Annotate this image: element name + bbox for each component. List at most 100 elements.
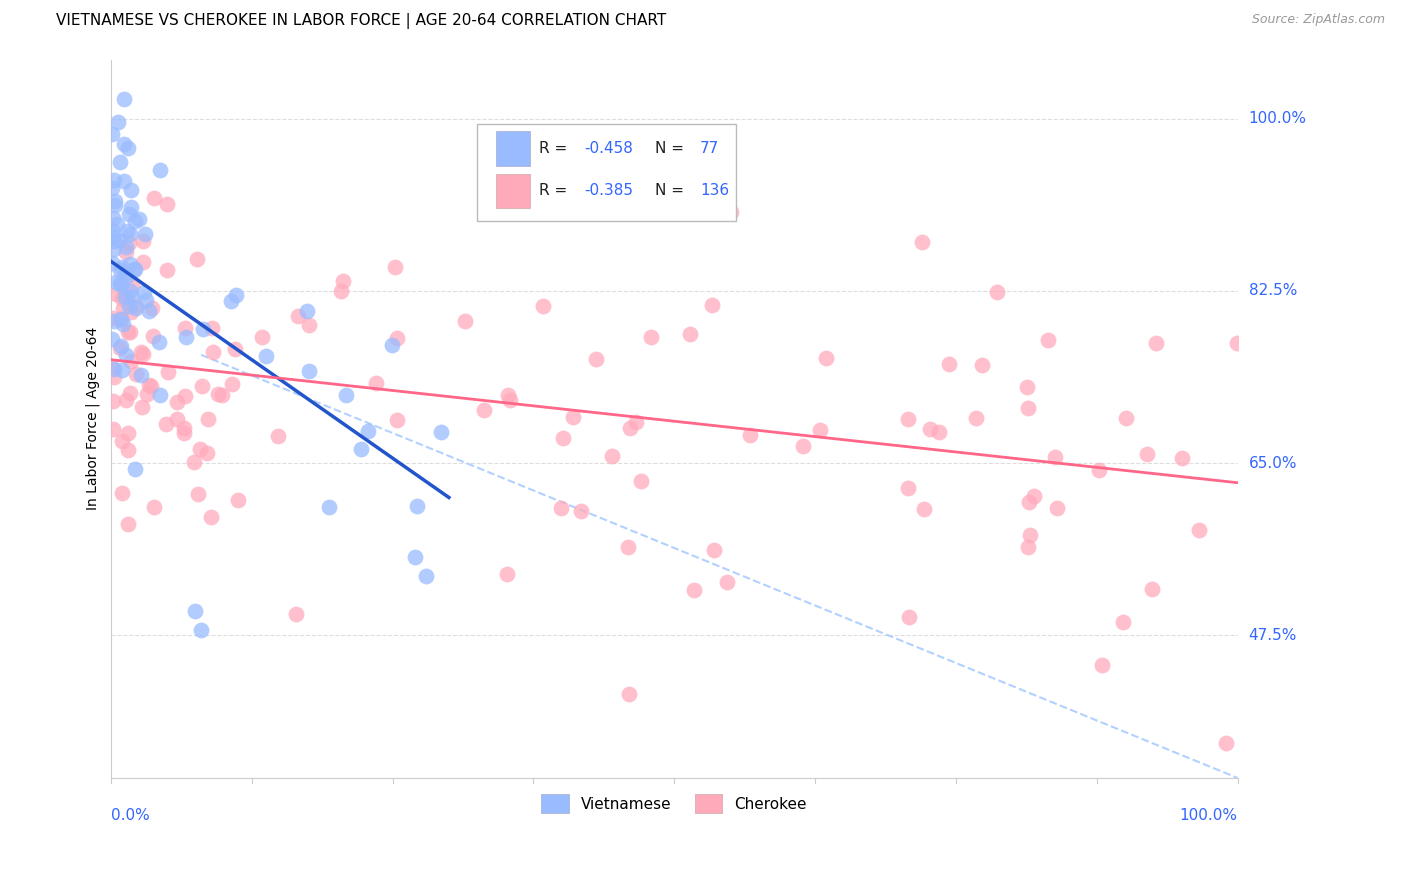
Point xyxy=(381,338,404,352)
Point xyxy=(703,543,725,558)
Point xyxy=(700,298,723,312)
Point xyxy=(1188,523,1211,537)
Point xyxy=(103,235,125,249)
Point xyxy=(494,156,516,170)
Point xyxy=(174,330,197,344)
Point xyxy=(550,500,572,515)
Point xyxy=(562,409,585,424)
Point xyxy=(1017,380,1039,394)
Point xyxy=(1017,540,1039,554)
Point xyxy=(135,387,157,401)
Text: 136: 136 xyxy=(700,184,730,198)
Point xyxy=(295,304,318,318)
Point xyxy=(101,361,124,376)
Point xyxy=(138,303,160,318)
Point xyxy=(101,223,124,237)
Point xyxy=(103,314,125,328)
Point xyxy=(103,311,125,326)
Point xyxy=(173,421,195,435)
Point xyxy=(496,388,519,402)
Point xyxy=(115,293,138,307)
Point xyxy=(166,412,188,426)
Point xyxy=(117,268,139,283)
Text: VIETNAMESE VS CHEROKEE IN LABOR FORCE | AGE 20-64 CORRELATION CHART: VIETNAMESE VS CHEROKEE IN LABOR FORCE | … xyxy=(56,13,666,29)
Point xyxy=(920,422,942,436)
Point xyxy=(103,369,125,384)
Point xyxy=(156,263,179,277)
Point xyxy=(101,332,124,346)
Point xyxy=(986,285,1008,300)
Point xyxy=(110,339,132,353)
Point xyxy=(298,364,321,378)
Point xyxy=(188,442,211,457)
Point xyxy=(585,351,607,366)
Point xyxy=(191,379,214,393)
Point xyxy=(965,411,987,425)
Point xyxy=(183,455,205,469)
Text: N =: N = xyxy=(655,184,689,198)
Point xyxy=(101,256,124,270)
Point xyxy=(1136,447,1159,461)
Point xyxy=(117,141,139,155)
Point xyxy=(1091,657,1114,672)
Point xyxy=(911,235,934,249)
Point xyxy=(385,413,408,427)
Point xyxy=(117,425,139,440)
Point xyxy=(1215,737,1237,751)
Point xyxy=(114,290,136,304)
Point xyxy=(250,330,273,344)
Point xyxy=(112,317,135,331)
Point xyxy=(197,412,219,426)
Point xyxy=(142,191,165,205)
Point xyxy=(115,348,138,362)
Point xyxy=(124,214,146,228)
Point xyxy=(105,217,128,231)
Point xyxy=(149,163,172,178)
Point xyxy=(121,277,143,292)
Point xyxy=(120,285,142,299)
Point xyxy=(125,299,148,313)
Point xyxy=(184,604,207,618)
Point xyxy=(1144,335,1167,350)
Point xyxy=(103,211,125,225)
Point xyxy=(104,287,127,301)
Point xyxy=(142,500,165,515)
Point xyxy=(156,365,179,379)
Point xyxy=(138,378,160,392)
Point xyxy=(454,314,477,328)
Point xyxy=(350,442,373,456)
Point xyxy=(287,310,309,324)
Text: 0.0%: 0.0% xyxy=(111,808,149,823)
Point xyxy=(105,275,128,289)
Point xyxy=(134,227,156,242)
Point xyxy=(472,403,495,417)
Point xyxy=(430,425,453,440)
Text: 65.0%: 65.0% xyxy=(1249,456,1298,471)
Point xyxy=(716,574,738,589)
Point xyxy=(1087,462,1109,476)
Point xyxy=(120,385,142,400)
Point xyxy=(103,173,125,187)
Point xyxy=(404,549,426,564)
Point xyxy=(226,493,249,508)
Point xyxy=(202,345,225,359)
Point xyxy=(1115,411,1137,425)
Point xyxy=(131,400,153,414)
Point xyxy=(111,434,134,448)
Point xyxy=(1036,333,1059,347)
Point xyxy=(115,240,138,254)
Point xyxy=(117,442,139,457)
Point xyxy=(1112,615,1135,630)
Text: Source: ZipAtlas.com: Source: ZipAtlas.com xyxy=(1251,13,1385,27)
Point xyxy=(118,227,141,241)
Point xyxy=(124,462,146,476)
Point xyxy=(357,424,380,438)
Point xyxy=(120,183,142,197)
Point xyxy=(1171,450,1194,465)
Point xyxy=(110,311,132,326)
Point xyxy=(529,170,551,185)
Point xyxy=(617,540,640,554)
Point xyxy=(103,243,125,257)
Point xyxy=(155,417,177,432)
Point xyxy=(387,331,409,345)
